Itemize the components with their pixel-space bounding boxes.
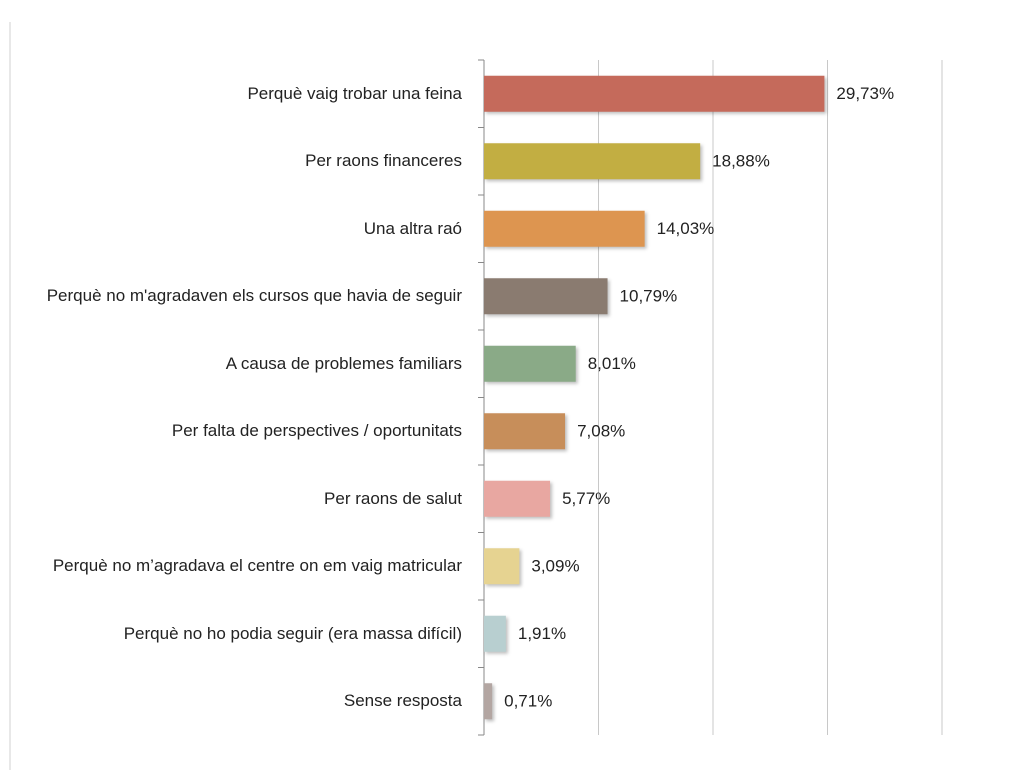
value-label: 14,03%: [657, 219, 715, 238]
category-label: Per raons financeres: [305, 151, 462, 171]
value-label: 5,77%: [562, 489, 610, 508]
category-label: Per falta de perspectives / oportunitats: [171, 421, 462, 441]
bar: [484, 480, 551, 517]
value-label: 3,09%: [531, 557, 579, 576]
bar: [484, 413, 566, 450]
bar: [484, 143, 701, 180]
value-label: 0,71%: [504, 692, 552, 711]
bar: [484, 615, 506, 652]
value-label: 1,91%: [518, 624, 566, 643]
bar: [484, 345, 576, 382]
category-label: Una altra raó: [363, 218, 462, 238]
category-label: Perquè no m’agradava el centre on em vai…: [52, 556, 462, 576]
value-label: 29,73%: [836, 84, 894, 103]
value-label: 10,79%: [620, 287, 678, 306]
category-label: Perquè vaig trobar una feina: [247, 83, 462, 103]
category-label: Per raons de salut: [324, 488, 462, 508]
value-label: 8,01%: [588, 354, 636, 373]
value-label: 18,88%: [712, 152, 770, 171]
bar: [484, 75, 825, 112]
bar: [484, 210, 645, 247]
category-label: A causa de problemes familiars: [225, 353, 462, 373]
bar: [484, 278, 608, 315]
bar: [484, 548, 520, 585]
category-label: Perquè no ho podia seguir (era massa dif…: [123, 623, 462, 643]
value-label: 7,08%: [577, 422, 625, 441]
bar: [484, 683, 493, 720]
category-label: Sense resposta: [343, 691, 462, 711]
category-label: Perquè no m'agradaven els cursos que hav…: [46, 286, 462, 306]
